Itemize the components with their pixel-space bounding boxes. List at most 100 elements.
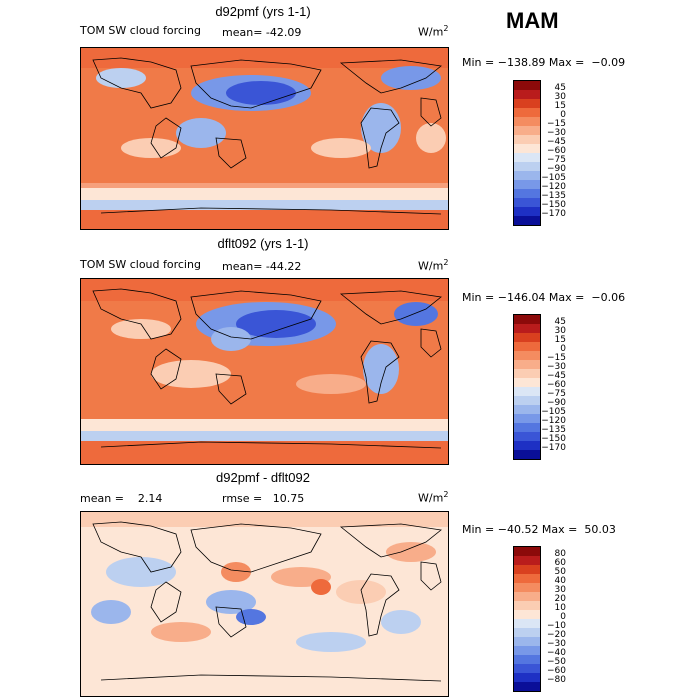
colorbar-tick-label: 45 [554, 317, 566, 327]
panel-2-minmax: Min = −146.04 Max = −0.06 [462, 291, 626, 304]
colorbar-swatch [514, 135, 540, 144]
colorbar-swatch [514, 324, 540, 333]
colorbar-tick-label: −170 [541, 443, 566, 453]
colorbar-swatch [514, 153, 540, 162]
colorbar-swatch [514, 396, 540, 405]
colorbar-tick-label: −75 [547, 389, 566, 399]
colorbar-swatch [514, 655, 540, 664]
panel-1-field-label: TOM SW cloud forcing [80, 24, 201, 37]
colorbar-swatch [514, 333, 540, 342]
panel-1-units-sup: 2 [443, 24, 449, 33]
panel-1-title: d92pmf (yrs 1-1) [215, 4, 311, 19]
colorbar-swatch [514, 592, 540, 601]
colorbar-swatch [514, 144, 540, 153]
colorbar-swatch [514, 583, 540, 592]
panel-1-mean-label: mean= -42.09 [222, 26, 302, 39]
colorbar-tick-label: 30 [554, 585, 566, 595]
colorbar-swatch [514, 342, 540, 351]
colorbar-tick-label: −135 [541, 191, 566, 201]
colorbar-tick-label: −80 [547, 675, 566, 685]
colorbar-swatch [514, 126, 540, 135]
colorbar-tick-label: −15 [547, 119, 566, 129]
colorbar-tick-label: 45 [554, 83, 566, 93]
colorbar-swatch [514, 664, 540, 673]
colorbar-tick-label: −135 [541, 425, 566, 435]
panel-2-units-text: W/m [418, 259, 444, 273]
colorbar-swatch [514, 189, 540, 198]
panel-2-field-label: TOM SW cloud forcing [80, 258, 201, 271]
colorbar-swatch [514, 610, 540, 619]
panel-3-minmax: Min = −40.52 Max = 50.03 [462, 523, 616, 536]
colorbar-tick-label: −30 [547, 639, 566, 649]
panel-2-map [80, 278, 449, 465]
colorbar-swatch [514, 180, 540, 189]
colorbar-swatch [514, 315, 540, 324]
panel-3-units-text: W/m [418, 491, 444, 505]
colorbar-swatch [514, 619, 540, 628]
colorbar-swatch [514, 441, 540, 450]
colorbar-swatch [514, 216, 540, 225]
panel-1-units: W/m2 [418, 24, 448, 39]
colorbar-swatch [514, 423, 540, 432]
colorbar-tick-label: −90 [547, 164, 566, 174]
colorbar-swatch [514, 556, 540, 565]
colorbar-swatch [514, 351, 540, 360]
colorbar-tick-label: 15 [554, 101, 566, 111]
panel-3-title: d92pmf - dflt092 [216, 470, 310, 485]
colorbar-swatch [514, 198, 540, 207]
colorbar-swatch [514, 405, 540, 414]
colorbar-tick-label: 80 [554, 549, 566, 559]
colorbar-tick-label: 20 [554, 594, 566, 604]
colorbar-tick-label: −105 [541, 173, 566, 183]
panel-3-map [80, 511, 449, 697]
colorbar-tick-label: 40 [554, 576, 566, 586]
colorbar-swatch [514, 162, 540, 171]
panel-1-minmax: Min = −138.89 Max = −0.09 [462, 56, 626, 69]
panel-2-colorbar [513, 314, 541, 460]
panel-3-colorbar [513, 546, 541, 692]
colorbar-swatch [514, 450, 540, 459]
panel-3-units: W/m2 [418, 490, 448, 505]
colorbar-swatch [514, 432, 540, 441]
colorbar-swatch [514, 108, 540, 117]
colorbar-tick-label: −90 [547, 398, 566, 408]
colorbar-tick-label: −10 [547, 621, 566, 631]
colorbar-swatch [514, 414, 540, 423]
colorbar-swatch [514, 117, 540, 126]
colorbar-swatch [514, 81, 540, 90]
colorbar-tick-label: −150 [541, 434, 566, 444]
colorbar-tick-label: 0 [560, 110, 566, 120]
colorbar-tick-label: −40 [547, 648, 566, 658]
colorbar-tick-label: 0 [560, 344, 566, 354]
colorbar-swatch [514, 99, 540, 108]
colorbar-tick-label: −50 [547, 657, 566, 667]
colorbar-tick-label: −15 [547, 353, 566, 363]
panel-3-mean-label: mean = 2.14 [80, 492, 163, 505]
colorbar-tick-label: 15 [554, 335, 566, 345]
colorbar-tick-label: 50 [554, 567, 566, 577]
colorbar-tick-label: −120 [541, 182, 566, 192]
colorbar-tick-label: −120 [541, 416, 566, 426]
colorbar-swatch [514, 171, 540, 180]
colorbar-swatch [514, 601, 540, 610]
colorbar-tick-label: −45 [547, 371, 566, 381]
colorbar-swatch [514, 387, 540, 396]
colorbar-tick-label: −105 [541, 407, 566, 417]
colorbar-tick-label: −45 [547, 137, 566, 147]
colorbar-tick-label: 60 [554, 558, 566, 568]
colorbar-swatch [514, 646, 540, 655]
colorbar-tick-label: −20 [547, 630, 566, 640]
colorbar-swatch [514, 207, 540, 216]
panel-2-units: W/m2 [418, 258, 448, 273]
panel-3-rmse-label: rmse = 10.75 [222, 492, 305, 505]
panel-3-units-sup: 2 [443, 490, 449, 499]
colorbar-swatch [514, 547, 540, 556]
colorbar-swatch [514, 360, 540, 369]
colorbar-tick-label: −60 [547, 146, 566, 156]
colorbar-tick-label: −30 [547, 362, 566, 372]
panel-1-map [80, 47, 449, 230]
panel-2-title: dflt092 (yrs 1-1) [217, 236, 309, 251]
season-label: MAM [506, 8, 559, 33]
colorbar-swatch [514, 682, 540, 691]
colorbar-tick-label: 10 [554, 603, 566, 613]
